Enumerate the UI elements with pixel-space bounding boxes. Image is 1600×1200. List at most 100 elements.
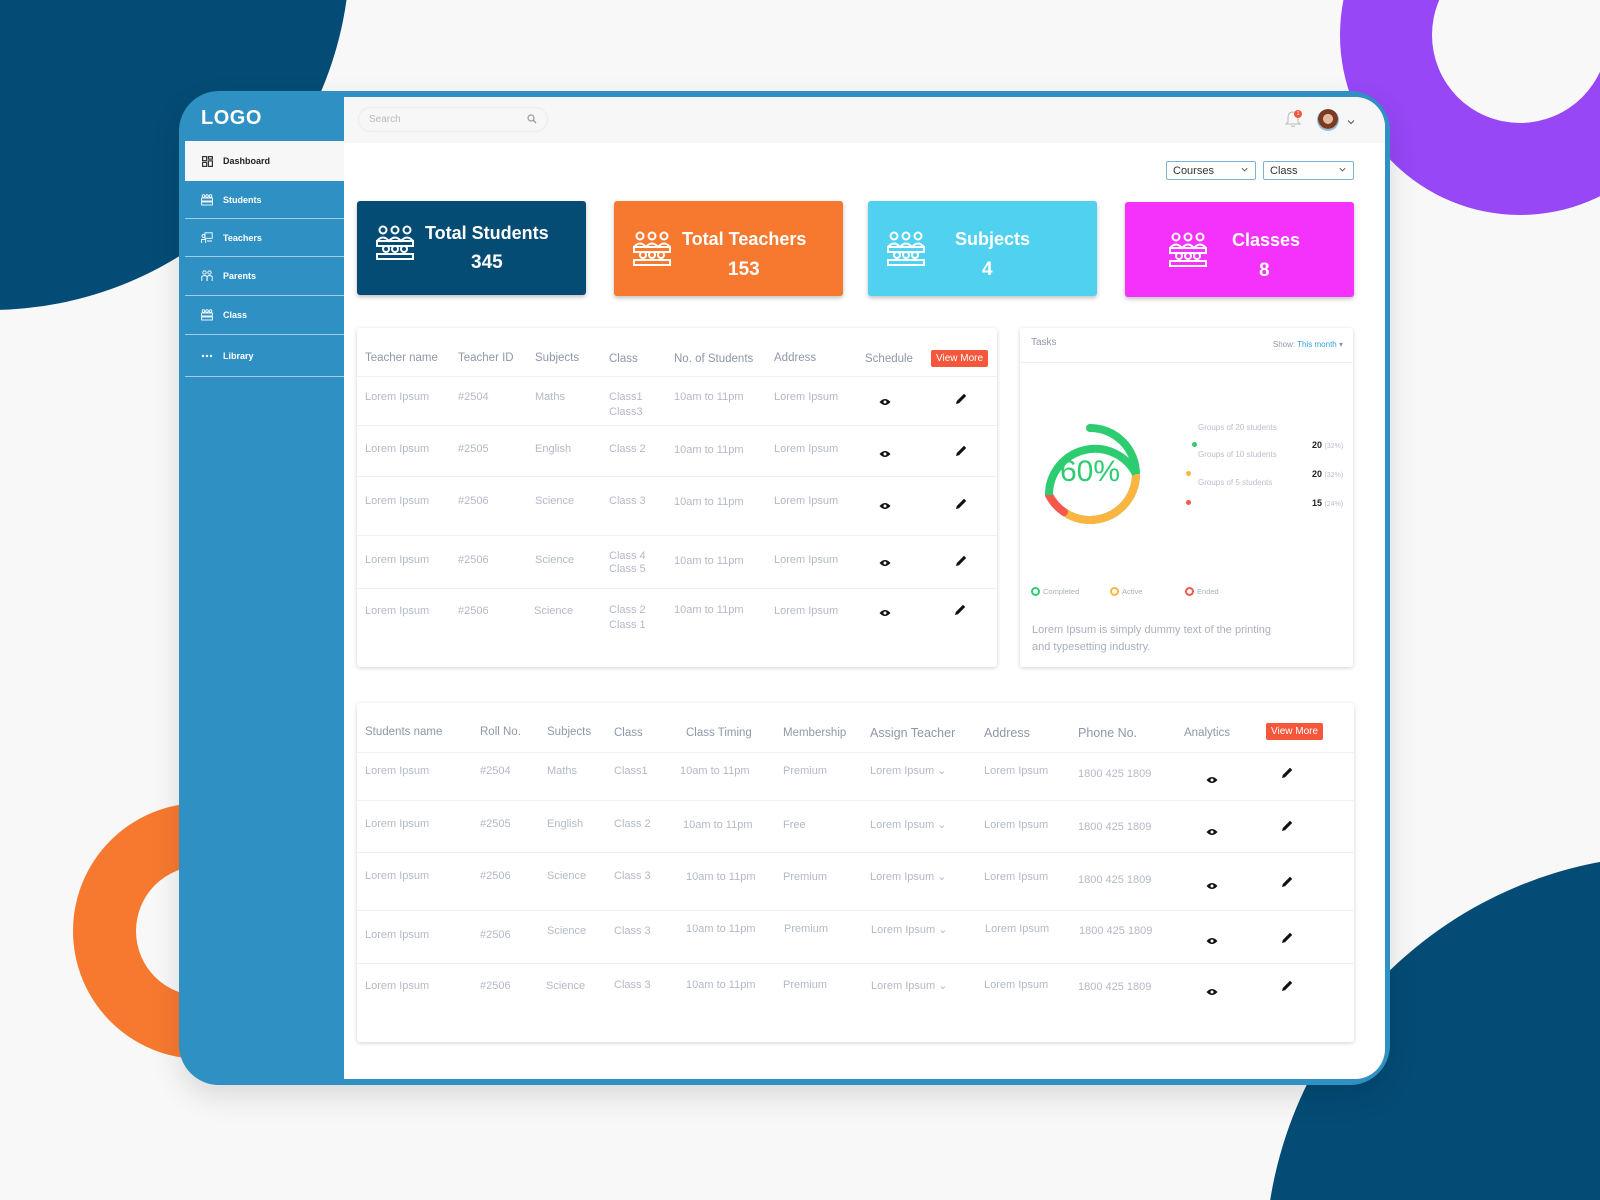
column-header: Teacher name [365, 352, 438, 364]
sidebar-item-dashboard[interactable]: Dashboard [185, 141, 347, 181]
class-select[interactable]: Class [1263, 161, 1354, 180]
row-divider [357, 535, 997, 536]
stat-card-value: 153 [728, 259, 760, 280]
student-subject: Science [546, 980, 586, 992]
pencil-icon[interactable] [1280, 875, 1294, 889]
eye-icon[interactable] [879, 604, 893, 618]
student-class: Class 3 [614, 979, 651, 991]
assign-teacher-select[interactable]: Lorem Ipsum ⌄ [870, 870, 946, 884]
eye-icon[interactable] [1206, 932, 1220, 946]
group-dot-orange [1186, 471, 1191, 476]
search-icon[interactable] [527, 111, 537, 129]
assign-teacher-select[interactable]: Lorem Ipsum ⌄ [870, 764, 946, 778]
courses-select[interactable]: Courses [1166, 161, 1256, 180]
student-phone: 1800 425 1809 [1078, 768, 1152, 780]
eye-icon[interactable] [879, 554, 893, 568]
teacher-class: Class 2 [609, 443, 646, 455]
courses-select-value: Courses [1173, 164, 1214, 177]
status-ring-icon [1110, 587, 1119, 596]
assign-teacher-select[interactable]: Lorem Ipsum ⌄ [871, 923, 947, 937]
column-header: Membership [783, 727, 847, 739]
notification-badge: 1 [1294, 110, 1302, 118]
stat-card-title: Total Students [425, 223, 549, 243]
status-legend-active: Active [1110, 587, 1142, 596]
student-class: Class1 [614, 765, 648, 777]
view-more-button[interactable]: View More [931, 350, 989, 367]
teacher-subject: Maths [535, 391, 565, 403]
group-count-pct: (32%) [1324, 443, 1344, 450]
pencil-icon[interactable] [1280, 979, 1294, 993]
teacher-students: 10am to 11pm [674, 555, 744, 567]
assign-teacher-select[interactable]: Lorem Ipsum ⌄ [871, 979, 947, 993]
user-avatar[interactable] [1317, 109, 1339, 131]
sidebar-item-library[interactable]: Library [185, 335, 347, 377]
student-name: Lorem Ipsum [365, 980, 430, 992]
sidebar-item-parents[interactable]: Parents [185, 257, 347, 296]
show-period-filter[interactable]: Show: This month ▾ [1273, 340, 1343, 349]
stat-card-total-teachers[interactable]: Total Teachers 153 [614, 201, 843, 296]
chevron-down-icon: ⌄ [938, 980, 948, 992]
eye-icon[interactable] [1206, 771, 1220, 785]
tasks-description: Lorem Ipsum is simply dummy text of the … [1032, 624, 1272, 653]
panel-header-divider [1020, 362, 1353, 363]
stat-card-title: Subjects [955, 229, 1031, 249]
eye-icon[interactable] [879, 393, 893, 407]
group-dot-red [1186, 500, 1191, 505]
eye-icon[interactable] [879, 445, 893, 459]
student-roll: #2505 [480, 818, 511, 830]
teacher-class: Class1 [609, 391, 643, 403]
eye-icon[interactable] [1206, 823, 1220, 837]
pencil-icon[interactable] [1280, 819, 1294, 833]
pencil-icon[interactable] [954, 497, 968, 511]
group-count: 20 (32%) [1312, 440, 1343, 450]
teacher-id: #2504 [458, 391, 489, 403]
stat-card-total-students[interactable]: Total Students 345 [357, 201, 586, 295]
eye-icon[interactable] [879, 497, 893, 511]
student-subject: English [547, 818, 584, 830]
view-more-button[interactable]: View More [1266, 723, 1324, 740]
student-timing: 10am to 11pm [680, 765, 750, 777]
assign-teacher-value: Lorem Ipsum [870, 819, 935, 831]
status-label: Active [1122, 587, 1143, 596]
teacher-name: Lorem Ipsum [365, 495, 430, 507]
teacher-class: Class 4 [609, 550, 646, 562]
pencil-icon[interactable] [954, 444, 968, 458]
eye-icon[interactable] [1206, 877, 1220, 891]
sidebar-item-teachers[interactable]: Teachers [185, 219, 347, 257]
assign-teacher-value: Lorem Ipsum [870, 765, 935, 777]
pencil-icon[interactable] [954, 554, 968, 568]
student-timing: 10am to 11pm [686, 871, 756, 883]
tasks-title: Tasks [1031, 337, 1057, 348]
sidebar-item-class[interactable]: Class [185, 296, 347, 335]
teacher-address: Lorem Ipsum [774, 554, 839, 566]
pencil-icon[interactable] [953, 603, 967, 617]
pencil-icon[interactable] [954, 392, 968, 406]
sidebar-item-students[interactable]: Students [185, 181, 347, 219]
teacher-name: Lorem Ipsum [365, 391, 430, 403]
pencil-icon[interactable] [1280, 766, 1294, 780]
teacher-class-secondary: Class3 [609, 406, 643, 418]
pencil-icon[interactable] [1280, 931, 1294, 945]
eye-icon[interactable] [1206, 983, 1220, 997]
students-table-panel: Students name Roll No. Subjects Class Cl… [357, 703, 1354, 1042]
chevron-down-icon[interactable] [1346, 114, 1356, 125]
student-subject: Maths [547, 765, 577, 777]
teacher-address: Lorem Ipsum [774, 443, 839, 455]
logo: LOGO [201, 107, 262, 129]
stat-card-subjects[interactable]: Subjects 4 [868, 201, 1097, 296]
class-icon [201, 309, 213, 321]
teachers-group-icon [633, 231, 671, 269]
search-placeholder: Search [369, 114, 401, 125]
status-ring-icon [1031, 587, 1040, 596]
student-name: Lorem Ipsum [365, 818, 430, 830]
row-divider [357, 376, 997, 377]
group-dot-green [1192, 442, 1197, 447]
more-dots-icon [201, 350, 213, 362]
stat-card-title: Total Teachers [682, 229, 807, 249]
stat-card-classes[interactable]: Classes 8 [1125, 202, 1354, 297]
assign-teacher-select[interactable]: Lorem Ipsum ⌄ [870, 818, 946, 832]
chevron-down-icon: ⌄ [937, 765, 947, 777]
search-input[interactable]: Search [358, 107, 548, 132]
student-membership: Premium [783, 979, 828, 991]
group-count: 15 (24%) [1312, 498, 1343, 508]
